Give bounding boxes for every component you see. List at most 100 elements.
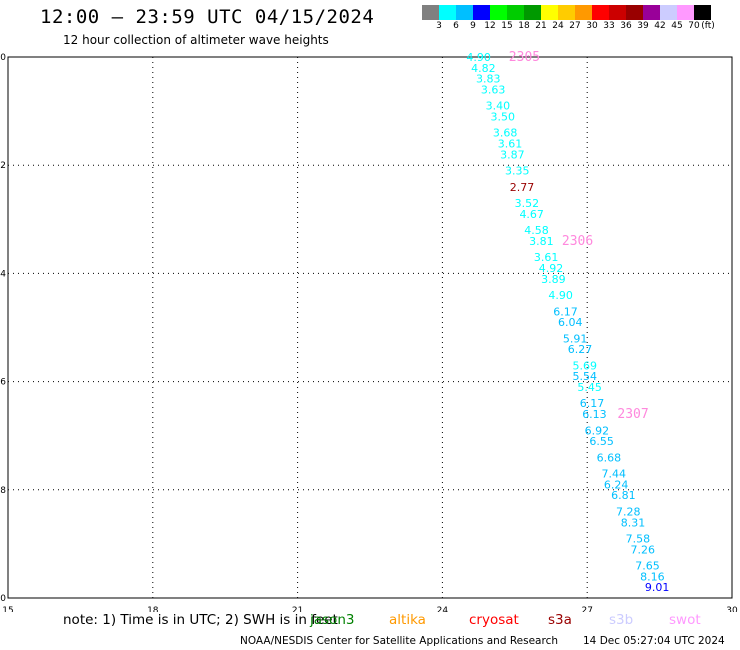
- legend-label: 9: [470, 21, 476, 31]
- wave-height-point: 7.65: [635, 560, 660, 573]
- satellite-jason3: jason3: [310, 612, 355, 628]
- wave-height-point: 6.68: [597, 451, 622, 464]
- wave-height-chart: 151821242730-40-42-44-46-48-504.904.823.…: [0, 50, 738, 612]
- legend-swatch: [677, 5, 694, 20]
- legend-label: 3: [436, 21, 442, 31]
- wave-height-point: 6.13: [582, 408, 607, 421]
- legend-label: 15: [501, 21, 513, 31]
- wave-height-point: 4.82: [471, 62, 496, 75]
- wave-height-point: 3.83: [476, 73, 501, 86]
- wave-height-point: 8.31: [621, 516, 646, 529]
- wave-height-point: 6.04: [558, 316, 583, 329]
- wave-height-point: 3.40: [486, 100, 511, 113]
- wave-height-point: 4.90: [548, 289, 573, 302]
- wave-height-point: 9.01: [645, 581, 670, 594]
- satellite-s3a: s3a: [548, 612, 572, 628]
- legend-label: 6: [453, 21, 459, 31]
- legend-label: 24: [552, 21, 564, 31]
- legend-swatch: [524, 5, 541, 20]
- wave-height-point: 5.54: [573, 370, 598, 383]
- wave-height-point: 3.61: [534, 251, 559, 264]
- legend-label: 12: [484, 21, 496, 31]
- y-tick-label: -46: [0, 378, 6, 388]
- wave-height-point: 6.55: [589, 435, 614, 448]
- wave-height-point: 4.58: [524, 224, 549, 237]
- y-tick-label: -42: [0, 161, 6, 171]
- wave-height-point: 2.77: [510, 181, 535, 194]
- wave-height-point: 3.68: [493, 127, 518, 140]
- wave-height-point: 4.90: [466, 51, 491, 64]
- x-tick-label: 30: [726, 606, 738, 612]
- wave-height-point: 6.81: [611, 489, 636, 502]
- satellite-cryosat: cryosat: [469, 612, 519, 628]
- page-title: 12:00 – 23:59 UTC 04/15/2024: [40, 6, 375, 28]
- legend-swatch: [490, 5, 507, 20]
- legend-swatch: [609, 5, 626, 20]
- page-subtitle: 12 hour collection of altimeter wave hei…: [63, 33, 329, 47]
- legend-label: 18: [518, 21, 530, 31]
- legend-swatch: [422, 5, 439, 20]
- legend-label: 36: [620, 21, 632, 31]
- legend-label: 39: [637, 21, 649, 31]
- wave-height-point: 3.63: [481, 83, 506, 96]
- legend-swatch: [507, 5, 524, 20]
- legend-label: 45: [671, 21, 683, 31]
- wave-height-point: 8.16: [640, 570, 665, 583]
- wave-height-point: 6.17: [580, 397, 605, 410]
- wave-height-point: 6.17: [553, 305, 578, 318]
- wave-height-point: 3.61: [498, 138, 523, 151]
- wave-height-point: 5.91: [563, 332, 588, 345]
- legend-swatch: [575, 5, 592, 20]
- y-tick-label: -40: [0, 53, 6, 63]
- pass-time-annotation: 2307: [617, 407, 648, 422]
- credit-text: NOAA/NESDIS Center for Satellite Applica…: [240, 635, 558, 647]
- satellite-swot: swot: [669, 612, 701, 628]
- wave-height-point: 6.27: [568, 343, 593, 356]
- legend-swatch: [558, 5, 575, 20]
- legend-swatch: [473, 5, 490, 20]
- wave-height-point: 5.69: [573, 359, 598, 372]
- wave-height-point: 7.58: [626, 532, 651, 545]
- legend-swatch: [439, 5, 456, 20]
- plot-frame: [7, 56, 733, 599]
- legend-swatch: [626, 5, 643, 20]
- satellite-s3b: s3b: [609, 612, 634, 628]
- pass-time-annotation: 2306: [562, 234, 593, 249]
- y-tick-label: -48: [0, 486, 6, 496]
- y-tick-label: -50: [0, 594, 6, 604]
- timestamp-text: 14 Dec 05:27:04 UTC 2024: [583, 635, 725, 647]
- legend-label: 21: [535, 21, 547, 31]
- wave-height-point: 3.50: [490, 111, 515, 124]
- note-row: note: 1) Time is in UTC; 2) SWH is in fe…: [0, 612, 740, 630]
- wave-height-point: 7.28: [616, 505, 641, 518]
- wave-height-point: 3.87: [500, 148, 525, 161]
- wave-height-point: 3.81: [529, 235, 554, 248]
- legend-label: 33: [603, 21, 615, 31]
- wave-height-point: 7.26: [630, 543, 655, 556]
- satellite-altika: altika: [389, 612, 426, 628]
- wave-height-point: 3.52: [515, 197, 540, 210]
- y-tick-label: -44: [0, 269, 6, 279]
- legend-label: 70: [688, 21, 700, 31]
- x-tick-label: 15: [2, 606, 13, 612]
- x-tick-label: 18: [147, 606, 159, 612]
- legend-label: 42: [654, 21, 666, 31]
- wave-height-point: 6.24: [604, 478, 629, 491]
- legend-label: 30: [586, 21, 598, 31]
- wave-height-point: 6.92: [585, 424, 610, 437]
- color-legend: [422, 5, 711, 20]
- wave-height-point: 4.92: [539, 262, 564, 275]
- wave-height-point: 5.45: [577, 381, 602, 394]
- legend-swatch: [592, 5, 609, 20]
- wave-height-point: 7.44: [601, 468, 626, 481]
- wave-height-point: 4.67: [519, 208, 544, 221]
- x-tick-label: 24: [437, 606, 449, 612]
- x-tick-label: 27: [581, 606, 592, 612]
- legend-unit: (ft): [701, 21, 715, 31]
- pass-time-annotation: 2305: [509, 50, 540, 65]
- note-text: note: 1) Time is in UTC; 2) SWH is in fe…: [63, 612, 338, 628]
- legend-label: 27: [569, 21, 581, 31]
- legend-swatch: [694, 5, 711, 20]
- x-tick-label: 21: [292, 606, 303, 612]
- legend-swatch: [643, 5, 660, 20]
